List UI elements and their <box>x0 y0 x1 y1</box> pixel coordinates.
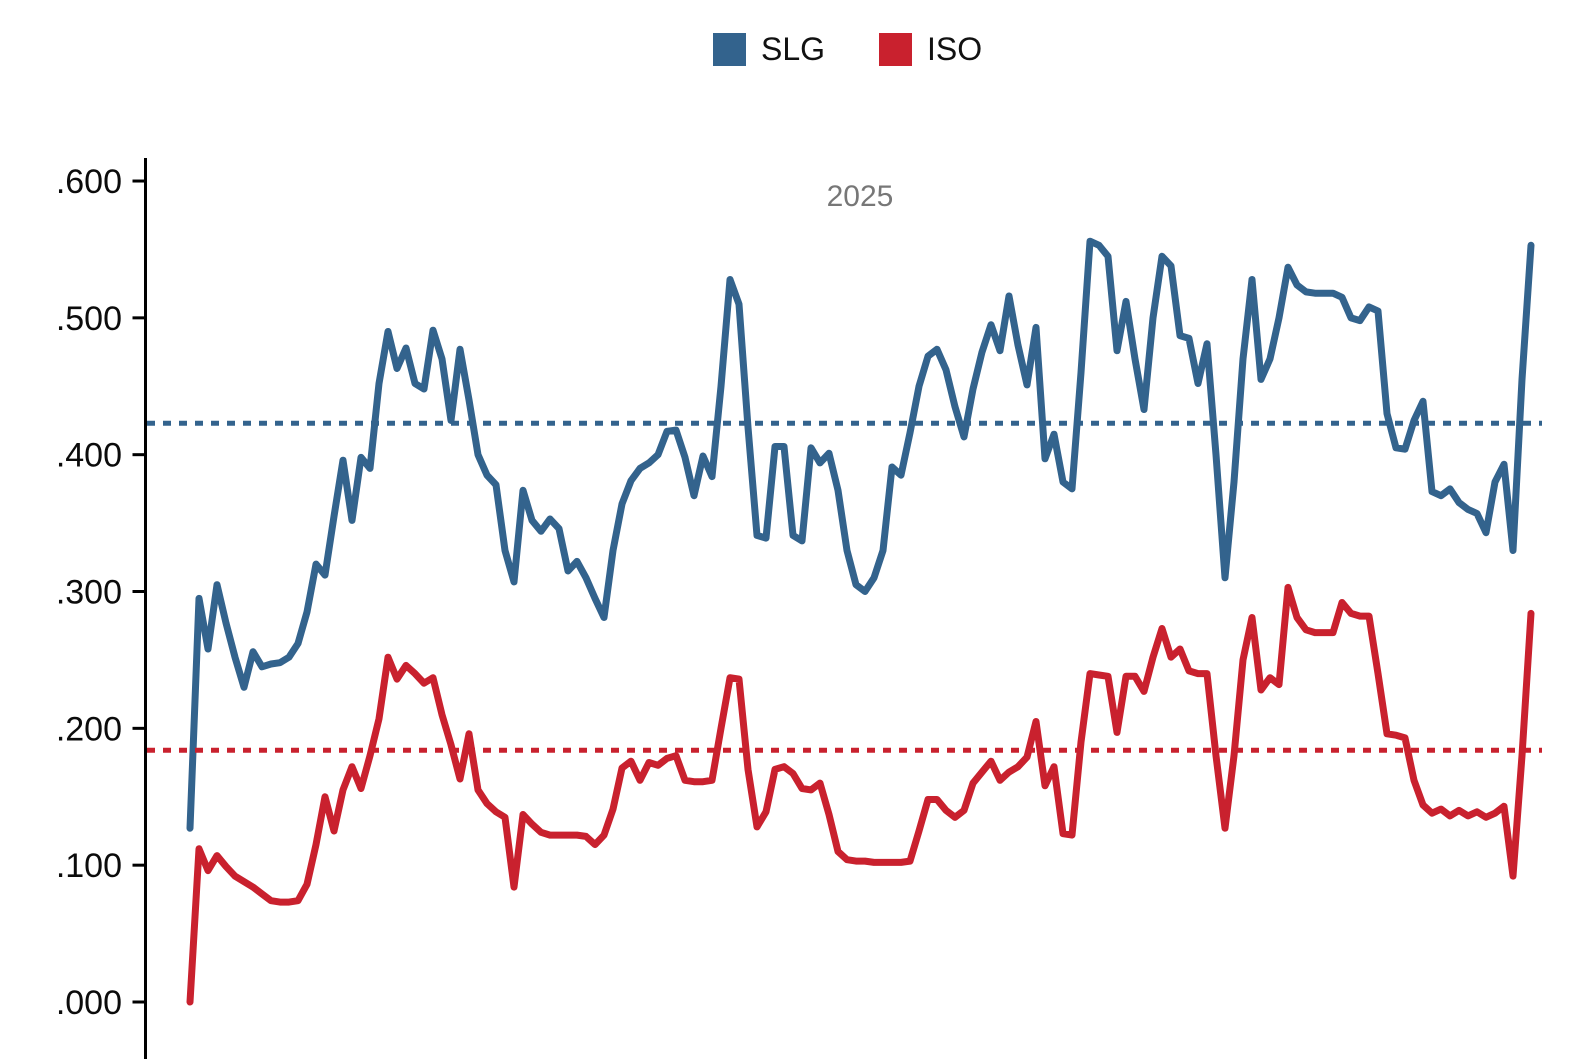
y-tick-label: .200 <box>56 710 122 748</box>
y-tick-label: .500 <box>56 300 122 338</box>
legend: SLG ISO <box>713 31 982 67</box>
legend-swatch-slg <box>713 32 746 66</box>
legend-label-slg: SLG <box>761 30 826 67</box>
y-tick-label: .000 <box>56 984 122 1022</box>
y-tick-label: .400 <box>56 437 122 475</box>
iso-line <box>186 583 1535 1006</box>
legend-swatch-iso <box>879 32 913 66</box>
chart-title-year: 2025 <box>826 180 894 213</box>
y-tick-label: .600 <box>56 163 122 201</box>
slg-line <box>186 237 1535 832</box>
y-tick-label: .300 <box>56 574 122 612</box>
legend-label-iso: ISO <box>927 30 983 67</box>
y-tick-label: .100 <box>56 847 122 885</box>
